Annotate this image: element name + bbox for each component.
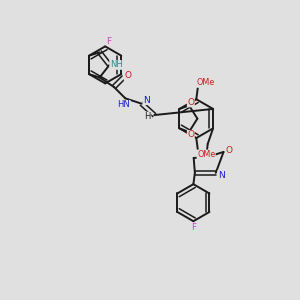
Text: OMe: OMe	[197, 150, 215, 159]
Text: O: O	[187, 98, 194, 107]
Text: O: O	[225, 146, 233, 155]
Text: F: F	[106, 37, 111, 46]
Text: O: O	[187, 130, 194, 140]
Text: H: H	[145, 112, 151, 121]
Text: N: N	[218, 171, 224, 180]
Text: NH: NH	[110, 60, 122, 69]
Text: N: N	[143, 96, 150, 105]
Text: F: F	[191, 223, 196, 232]
Text: OMe: OMe	[197, 78, 215, 87]
Text: HN: HN	[117, 100, 130, 109]
Text: O: O	[124, 71, 131, 80]
